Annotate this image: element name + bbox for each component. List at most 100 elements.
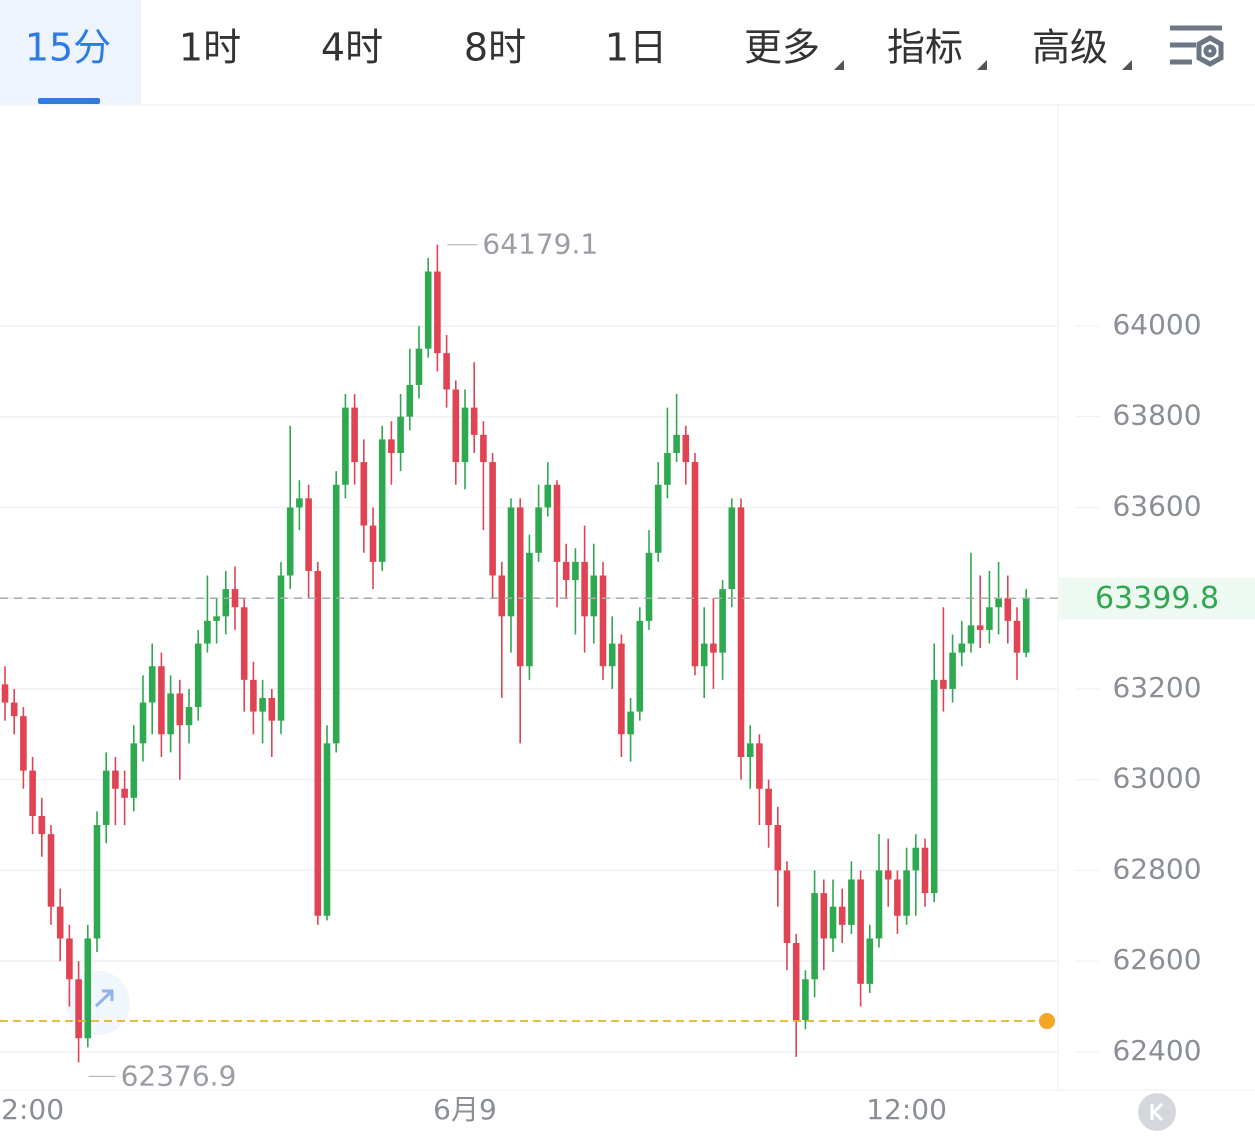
candle-body [664, 452, 671, 485]
candle-body [20, 716, 27, 771]
candle-body [894, 879, 901, 916]
candle-body [921, 847, 929, 894]
candle-body [305, 498, 312, 571]
y-tick-label: 62600 [1112, 943, 1201, 976]
candle-body [811, 893, 818, 980]
candle-body [176, 693, 184, 726]
active-tab-bg [0, 0, 141, 104]
candle-body [673, 434, 680, 453]
alert-dot [1039, 1013, 1055, 1030]
candle-body [296, 498, 303, 508]
tab[interactable]: 更多 [744, 26, 820, 70]
x-tick-label: 12:00 [866, 1093, 947, 1126]
candle-body [167, 693, 174, 735]
candle-body [75, 979, 82, 1039]
y-tick-label: 63000 [1112, 762, 1201, 795]
candle-body [314, 570, 322, 916]
candle-body [774, 825, 782, 871]
candle-body [139, 702, 147, 744]
candle-body [995, 598, 1002, 608]
candle-body [949, 652, 956, 689]
tab[interactable]: 4时 [321, 26, 383, 70]
candle-body [323, 743, 331, 916]
candle-body [268, 697, 276, 721]
candle-body [112, 770, 119, 789]
candle-body [56, 906, 64, 939]
tab[interactable]: 1日 [605, 26, 667, 70]
y-tick-label: 64000 [1112, 308, 1201, 341]
candle-body [516, 507, 524, 667]
candle-body [820, 893, 828, 939]
tab[interactable]: 15分 [25, 26, 111, 70]
candle-body [590, 575, 598, 617]
candle-body [443, 353, 450, 390]
candle-body [792, 942, 800, 1021]
candle-body [498, 575, 506, 617]
y-tick-label: 63200 [1112, 671, 1201, 704]
candle-body [737, 507, 745, 757]
candle-body [857, 879, 864, 984]
max-label: 64179.1 [482, 228, 598, 261]
candle-body [986, 607, 993, 630]
candle-body [66, 938, 73, 980]
x-tick-label: 2:00 [1, 1093, 64, 1126]
candle-body [912, 847, 920, 871]
candle-body [829, 906, 837, 939]
candle-body [756, 743, 763, 789]
candle-body [286, 507, 294, 576]
candle-body [848, 879, 855, 925]
candle-body [645, 552, 653, 621]
candle-body [930, 679, 938, 894]
back-icon[interactable] [66, 971, 130, 1035]
y-tick-label: 62400 [1112, 1034, 1201, 1067]
last-price-label: 63399.8 [1095, 581, 1219, 616]
y-tick-label: 63600 [1112, 489, 1201, 522]
tab[interactable]: 8时 [464, 26, 526, 70]
candle-body [976, 625, 984, 630]
min-label: 62376.9 [121, 1059, 237, 1092]
candle-body [277, 575, 285, 721]
candle-body [185, 707, 193, 726]
candle-body [535, 507, 542, 553]
candle-body [461, 407, 469, 463]
candle-body [700, 643, 708, 667]
settings-icon[interactable] [1170, 25, 1224, 67]
dropdown-arrow [977, 60, 987, 70]
candle-body [682, 434, 690, 463]
tab[interactable]: 高级 [1032, 26, 1108, 70]
candle-body [332, 484, 340, 744]
active-tab-indicator [38, 98, 100, 104]
candle-body [710, 643, 717, 653]
candle-body [406, 384, 414, 417]
candle-body [213, 616, 220, 621]
candle-body [130, 743, 138, 798]
candle-body [866, 938, 874, 984]
candle-body [369, 525, 377, 562]
candle-body [553, 484, 561, 562]
candle-body [1, 684, 9, 703]
candle-body [562, 561, 570, 581]
candle-body [636, 620, 644, 712]
x-tick-label: 6月9 [433, 1093, 497, 1126]
candle-body [903, 870, 910, 916]
candle-body [250, 679, 257, 712]
candle-body [958, 643, 966, 653]
candle-body [967, 625, 975, 644]
candle-body [940, 679, 947, 689]
candle-body [452, 389, 460, 463]
tab[interactable]: 指标 [887, 26, 963, 70]
candle-body [489, 462, 496, 576]
candle-body [728, 507, 736, 590]
reset-icon[interactable] [1138, 1093, 1176, 1131]
candle-body [47, 834, 55, 907]
tab[interactable]: 1时 [179, 26, 241, 70]
candle-body [148, 666, 156, 703]
candle-body [783, 870, 791, 943]
candle-body [222, 589, 230, 617]
dropdown-arrow [1122, 60, 1132, 70]
y-tick-label: 62800 [1112, 852, 1201, 885]
candle-body [38, 815, 46, 835]
candle-body [507, 507, 515, 617]
candle-body [719, 589, 726, 653]
